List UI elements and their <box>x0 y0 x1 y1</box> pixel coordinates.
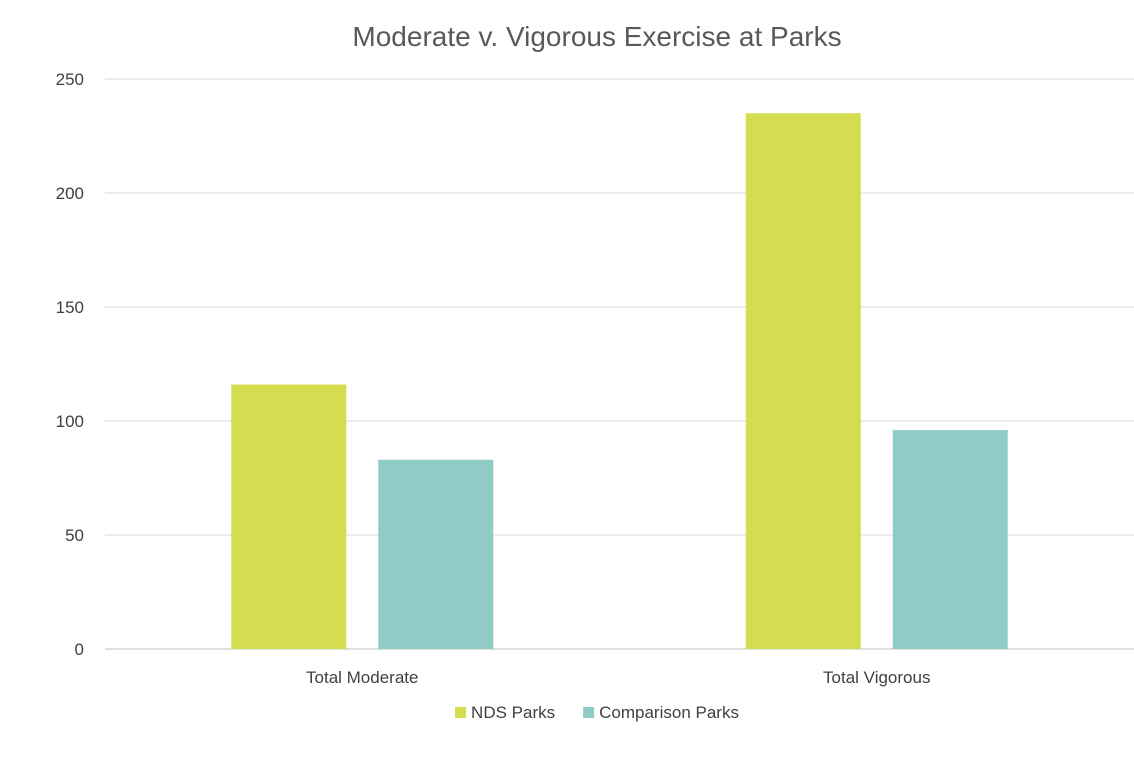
bar-nds-parks-total-vigorous <box>745 113 861 649</box>
bars-layer <box>231 113 1008 649</box>
y-tick-label: 250 <box>56 70 84 89</box>
legend-item: Comparison Parks <box>583 703 739 722</box>
legend-swatch <box>455 707 467 718</box>
y-tick-label: 0 <box>75 640 84 659</box>
legend: NDS Parks Comparison Parks <box>455 703 739 722</box>
bar-comparison-parks-total-moderate <box>378 459 494 649</box>
category-label: Total Vigorous <box>823 668 930 687</box>
bar-comparison-parks-total-vigorous <box>892 430 1008 649</box>
category-label: Total Moderate <box>306 668 418 687</box>
bar-nds-parks-total-moderate <box>231 384 347 649</box>
legend-label: Comparison Parks <box>599 703 739 722</box>
y-tick-label: 100 <box>56 412 84 431</box>
chart-title: Moderate v. Vigorous Exercise at Parks <box>352 21 841 52</box>
axis-layer: 0 50 100 150 200 250 Total Moderate Total Vigor… <box>56 70 931 687</box>
y-tick-label: 200 <box>56 184 84 203</box>
legend-item: NDS Parks <box>455 703 555 722</box>
legend-swatch <box>583 707 595 718</box>
y-tick-label: 150 <box>56 298 84 317</box>
legend-label: NDS Parks <box>471 703 555 722</box>
y-tick-label: 50 <box>65 526 84 545</box>
